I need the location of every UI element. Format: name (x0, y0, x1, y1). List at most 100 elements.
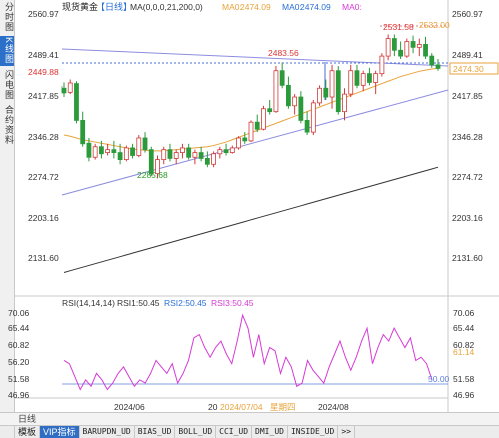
period-tag: 【日线】 (96, 1, 132, 12)
tab-barupdn[interactable]: BARUPDN_UD (80, 426, 135, 438)
support-trendline[interactable] (61, 89, 449, 196)
ma-settings: MA(0,0,0,21,200,0) (130, 2, 203, 12)
candle-down (391, 38, 397, 51)
rsi-tick-left: 56.20 (8, 357, 30, 367)
candle-down (429, 55, 435, 66)
rsi2-value: RSI2:50.45 (164, 298, 207, 308)
candle-up (310, 102, 316, 133)
candle-up (229, 147, 235, 153)
ma0c-label: MA0: (342, 2, 362, 12)
sidebar-item-flash[interactable]: 闪电图 (4, 70, 14, 100)
ma0-value: 2474.09 (240, 2, 271, 12)
period-bar: 日线 (0, 412, 499, 425)
price-tick-right: 2203.16 (452, 213, 483, 223)
candle-up (161, 149, 167, 161)
candle-up (105, 149, 111, 153)
high2-annotation: 2532.00 (419, 20, 450, 30)
candle-up (180, 147, 185, 153)
candle-up (360, 73, 366, 86)
time-cursor-date: 2024/07/04 (220, 402, 263, 412)
sidebar-item-contract-info[interactable]: 合约资料 (4, 105, 14, 145)
candle-down (298, 96, 304, 121)
low-annotation: 2285.68 (137, 170, 168, 180)
high-annotation: 2531.58 (383, 22, 414, 32)
tab-boll[interactable]: BOLL_UD (175, 426, 217, 438)
candle-up (342, 93, 347, 113)
price-tick-left: 2346.28 (28, 132, 59, 142)
time-label: 20 (208, 402, 218, 412)
candle-down (242, 137, 248, 142)
indicator-tabs: 模板 VIP指标 BARUPDN_UD BIAS_UD BOLL_UD CCI_… (0, 425, 499, 438)
price-tick-right: 2417.85 (452, 91, 483, 101)
candle-down (117, 152, 123, 161)
price-axis: 2560.97 2560.97 2489.41 2489.41 2417.85 … (28, 9, 483, 263)
rsi-current: 50.00 (428, 374, 450, 384)
left-level-annotation: 2449.88 (28, 67, 59, 77)
candle-down (148, 149, 154, 175)
candle-up (123, 147, 129, 161)
candle-up (317, 87, 322, 104)
candle-down (130, 147, 135, 156)
candle-up (155, 159, 160, 175)
symbol-name: 现货黄金 (62, 1, 98, 12)
tab-dmi[interactable]: DMI_UD (252, 426, 288, 438)
candle-up (217, 149, 223, 155)
candle-down (435, 64, 441, 69)
period-selector[interactable]: 日线 (18, 414, 37, 424)
candle-down (61, 87, 67, 94)
candle-down (204, 158, 210, 165)
rsi-tick-left: 65.44 (8, 323, 30, 333)
candle-up (273, 70, 279, 113)
tab-cci[interactable]: CCI_UD (216, 426, 253, 438)
candle-down (167, 149, 173, 159)
candle-up (173, 152, 179, 159)
price-tick-right: 2489.41 (452, 50, 483, 60)
sidebar-item-timeshare[interactable]: 分时图 (4, 2, 14, 32)
rsi-tick-right: 46.96 (453, 390, 475, 400)
candle-down (304, 120, 310, 133)
price-tick-left: 2417.85 (28, 91, 59, 101)
candle-up (416, 44, 422, 48)
current-price-tag (449, 62, 499, 75)
price-tick-left: 2203.16 (28, 213, 59, 223)
candle-down (398, 49, 404, 57)
price-chart[interactable]: 现货黄金 【日线】 MA(0,0,0,21,200,0) MA0: 2474.0… (0, 0, 499, 412)
ma0b-value: 2474.09 (300, 2, 331, 12)
tab-template[interactable]: 模板 (15, 426, 41, 438)
rsi-axis: 70.06 65.44 60.82 56.20 51.58 46.96 70.0… (8, 308, 475, 400)
sidebar-item-kline[interactable]: K线图 (0, 36, 14, 66)
tab-spacer (0, 426, 15, 438)
candle-down (354, 70, 360, 86)
tab-more-button[interactable]: >> (338, 426, 355, 438)
candle-down (254, 121, 260, 130)
candle-up (329, 70, 335, 98)
candle-up (211, 153, 217, 165)
rsi-tick-right: 60.82 (453, 340, 475, 350)
candle-down (186, 147, 192, 158)
price-tick-right: 2274.72 (452, 172, 483, 182)
candle-down (367, 73, 372, 83)
tab-bias[interactable]: BIAS_UD (135, 426, 176, 438)
candle-up (404, 41, 410, 57)
candle-up (248, 121, 254, 142)
price-tick-right: 2346.28 (452, 132, 483, 142)
sidebar: 分时图 K线图 闪电图 合约资料 (0, 0, 15, 412)
rsi-line (63, 313, 433, 391)
candle-down (86, 142, 92, 158)
candle-up (379, 55, 385, 75)
tab-vip-indicator[interactable]: VIP指标 (40, 426, 80, 438)
candle-up (236, 137, 241, 149)
price-tick-right: 2131.60 (452, 253, 483, 263)
ma0-label: MA0: (222, 2, 242, 12)
candle-up (192, 152, 198, 158)
tab-inside[interactable]: INSIDE_UD (288, 426, 339, 438)
candle-down (74, 83, 79, 121)
candle-down (99, 146, 104, 155)
candle-up (261, 108, 266, 130)
candle-down (267, 108, 273, 113)
price-tick-right: 2560.97 (452, 9, 483, 19)
time-label: 2024/08 (318, 402, 349, 412)
candle-up (67, 82, 73, 93)
rsi-tick-right: 70.06 (453, 308, 475, 318)
candle-down (285, 84, 291, 107)
